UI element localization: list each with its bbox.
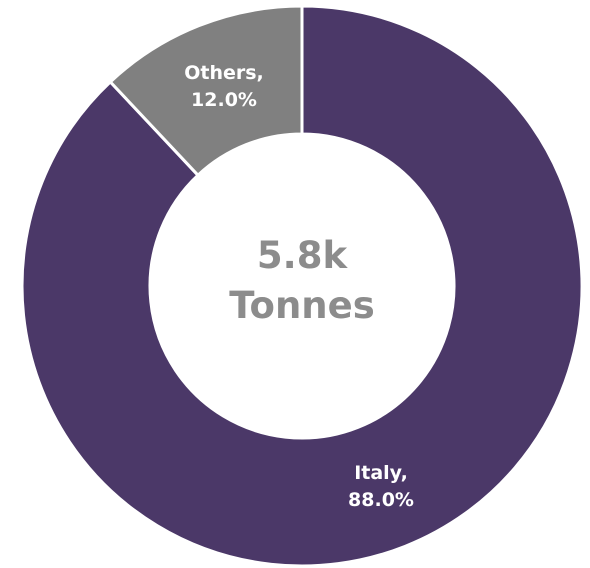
slice-others (108, 4, 304, 178)
center-unit-label: Tonnes (229, 284, 375, 327)
slice-label-others-value: 12.0% (191, 89, 257, 111)
slice-italy (20, 4, 584, 568)
slice-label-italy-value: 88.0% (348, 489, 414, 511)
slice-label-italy-name: Italy, (354, 462, 408, 484)
slice-label-others-name: Others, (184, 62, 264, 84)
donut-slices (20, 4, 584, 568)
center-value-label: 5.8k (257, 234, 349, 277)
